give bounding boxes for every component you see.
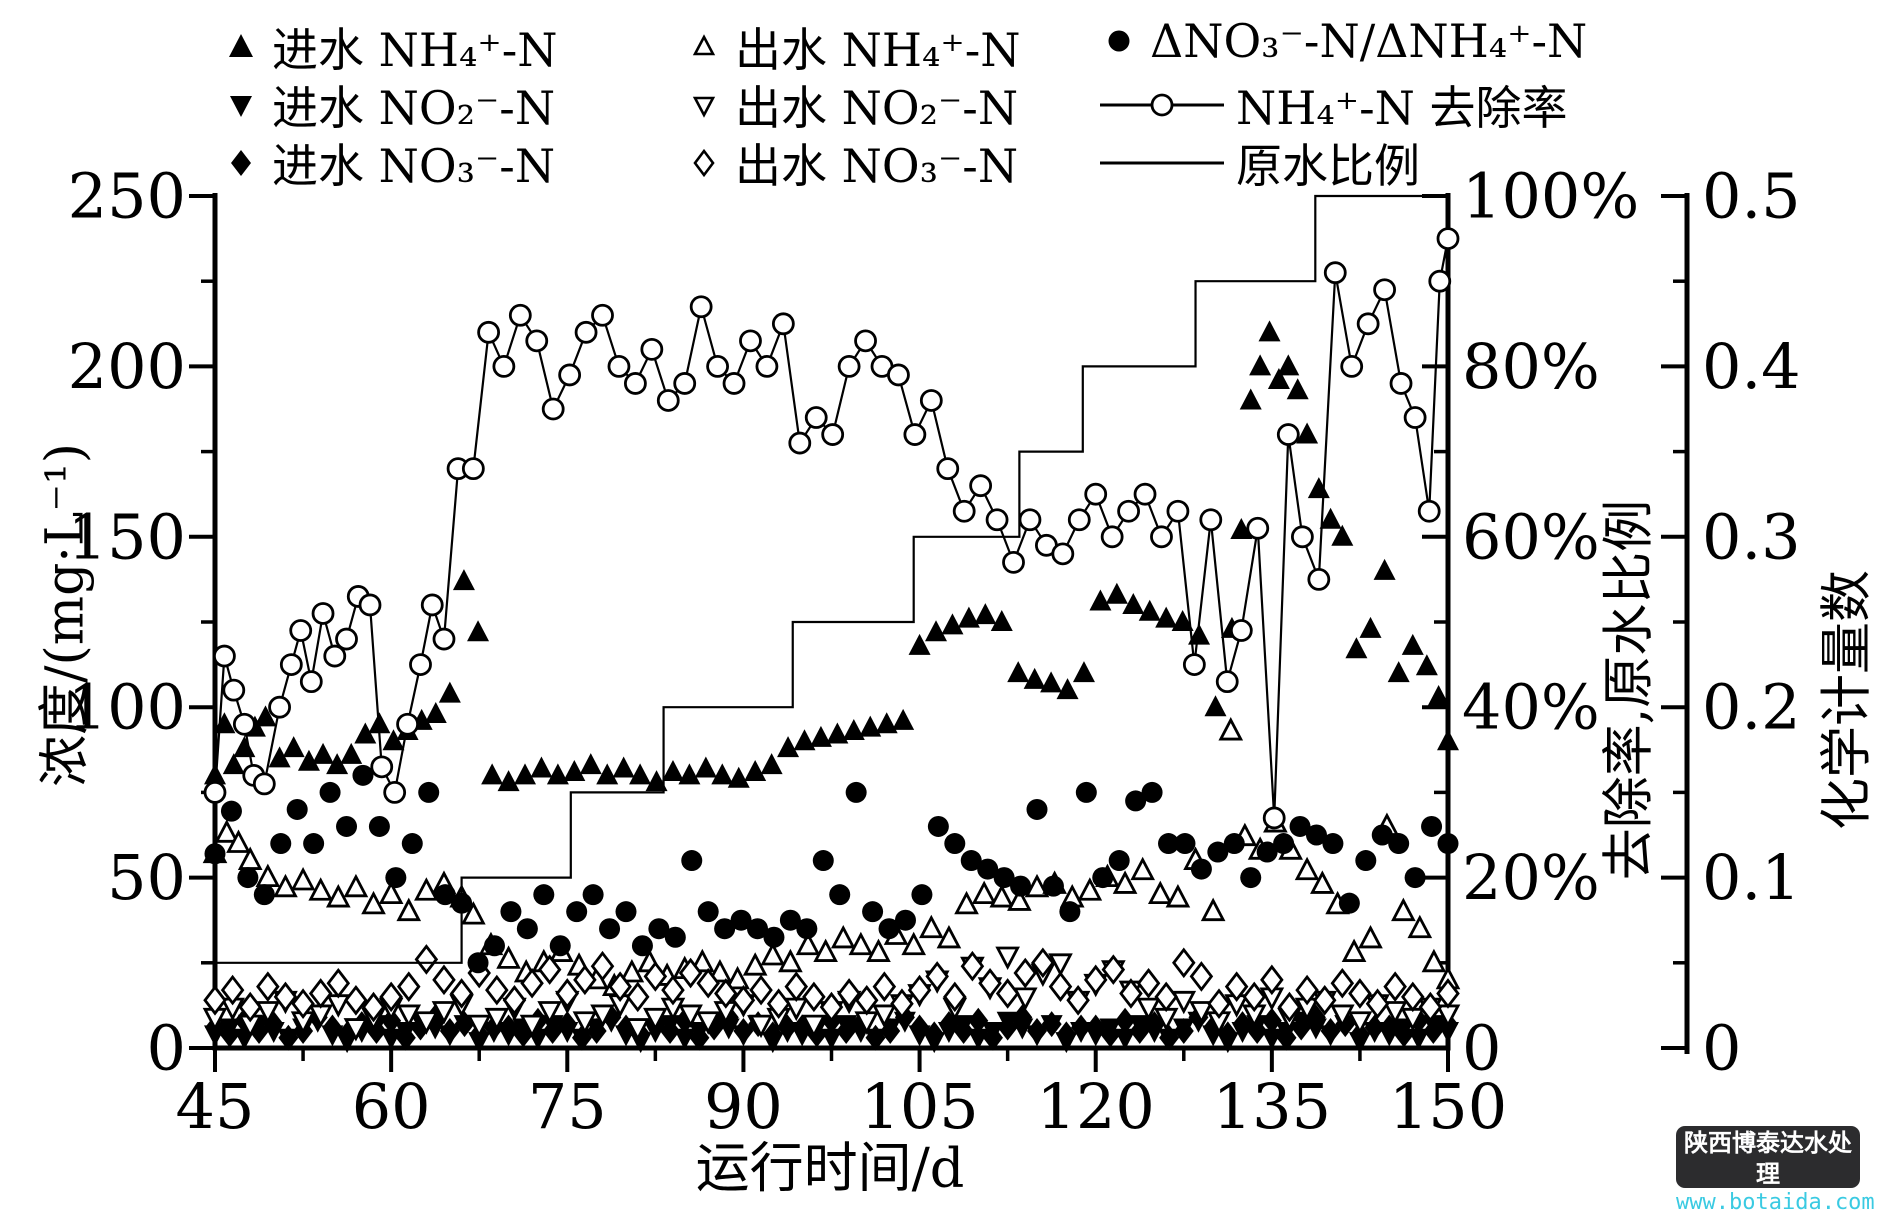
legend-label: 原水比例 [1236, 139, 1420, 193]
series-raw-water-ratio [215, 194, 1448, 964]
x-tick-label: 60 [352, 1070, 431, 1143]
series-influent-nh4 [204, 320, 1459, 792]
legend-label: ΔNO₃⁻-N/ΔNH₄⁺-N [1150, 14, 1588, 68]
diamond-open-icon [693, 148, 715, 178]
y-axis-title-removal-ratio: 去除率,原水比例 [1599, 499, 1660, 881]
x-tick-label: 75 [528, 1070, 607, 1143]
triangle-down-open-icon [692, 96, 716, 118]
legend: 进水 NH₄⁺-N 进水 NO₂⁻-N 进水 NO₃⁻-N 出水 NH₄⁺-N 出水 N… [0, 0, 1890, 193]
y-right1-tick-label: 40% [1462, 671, 1600, 744]
y-axis-title-concentration: 浓度/(mg·L⁻¹) [35, 442, 96, 788]
circle-open-line-icon [1100, 93, 1224, 117]
legend-item-circle-open-line: NH₄⁺-N 去除率 [1100, 72, 1568, 138]
watermark-company: 陕西博泰达水处理 [1684, 1129, 1852, 1188]
legend-label: 进水 NO₃⁻-N [272, 139, 556, 193]
legend-label: 出水 NO₂⁻-N [735, 81, 1019, 135]
legend-label: 进水 NH₄⁺-N [272, 23, 558, 77]
watermark: 陕西博泰达水处理 www.botaida.com [1676, 1126, 1875, 1215]
y-right1-tick-label: 20% [1462, 841, 1600, 914]
y-right2-tick-label: 0.2 [1702, 671, 1801, 744]
axis-ticks: 45 60 75 90 105 120 135 150050100150200250020%4… [68, 160, 1801, 1144]
triangle-filled-icon [229, 34, 253, 57]
y-right1-tick-label: 0 [1462, 1012, 1501, 1085]
x-tick-label: 135 [1213, 1070, 1331, 1143]
series-delta-ratio [204, 764, 1459, 974]
y-axis-title-stoichiometry: 化学计量数 [1817, 569, 1878, 831]
y-right2-tick-label: 0.1 [1702, 841, 1801, 914]
diamond-filled-icon [231, 150, 251, 176]
series-effluent-no3 [203, 944, 1460, 1023]
legend-item-line: 原水比例 [1100, 130, 1420, 196]
legend-item-circle-filled: ΔNO₃⁻-N/ΔNH₄⁺-N [1100, 14, 1587, 68]
y-right1-tick-label: 80% [1462, 330, 1600, 403]
y-left-tick-label: 250 [68, 160, 186, 233]
legend-label: NH₄⁺-N 去除率 [1236, 81, 1568, 135]
legend-label: 出水 NO₃⁻-N [735, 139, 1019, 193]
legend-item-triangle-down-open: 出水 NO₂⁻-N [685, 72, 1018, 138]
x-tick-label: 105 [860, 1070, 978, 1143]
legend-label: 出水 NH₄⁺-N [735, 23, 1021, 77]
y-left-tick-label: 50 [107, 841, 186, 914]
legend-item-triangle-open: 出水 NH₄⁺-N [685, 14, 1021, 80]
watermark-url: www.botaida.com [1676, 1190, 1875, 1215]
legend-item-diamond-filled: 进水 NO₃⁻-N [222, 130, 555, 196]
circle-filled-icon [1108, 30, 1130, 52]
x-tick-label: 45 [176, 1070, 255, 1143]
line-icon [1100, 161, 1224, 165]
y-right2-tick-label: 0.4 [1702, 330, 1801, 403]
x-axis-title: 运行时间/d [695, 1136, 965, 1200]
legend-label: 进水 NO₂⁻-N [272, 81, 556, 135]
y-left-tick-label: 200 [68, 330, 186, 403]
y-left-tick-label: 150 [68, 500, 186, 573]
y-right2-tick-label: 0 [1702, 1012, 1741, 1085]
legend-item-diamond-open: 出水 NO₃⁻-N [685, 130, 1018, 196]
triangle-open-icon [692, 34, 716, 56]
y-right1-tick-label: 100% [1462, 160, 1639, 233]
y-right2-tick-label: 0.3 [1702, 500, 1801, 573]
legend-item-triangle-down-filled: 进水 NO₂⁻-N [222, 72, 555, 138]
x-tick-label: 150 [1389, 1070, 1507, 1143]
x-tick-label: 120 [1037, 1070, 1155, 1143]
x-tick-label: 90 [704, 1070, 783, 1143]
y-left-tick-label: 0 [147, 1012, 186, 1085]
triangle-down-filled-icon [230, 96, 252, 117]
y-right1-tick-label: 60% [1462, 500, 1600, 573]
y-right2-tick-label: 0.5 [1702, 160, 1801, 233]
series-nh4-removal-rate [203, 227, 1460, 830]
legend-item-triangle-filled: 进水 NH₄⁺-N [222, 14, 558, 80]
y-left-tick-label: 100 [68, 671, 186, 744]
